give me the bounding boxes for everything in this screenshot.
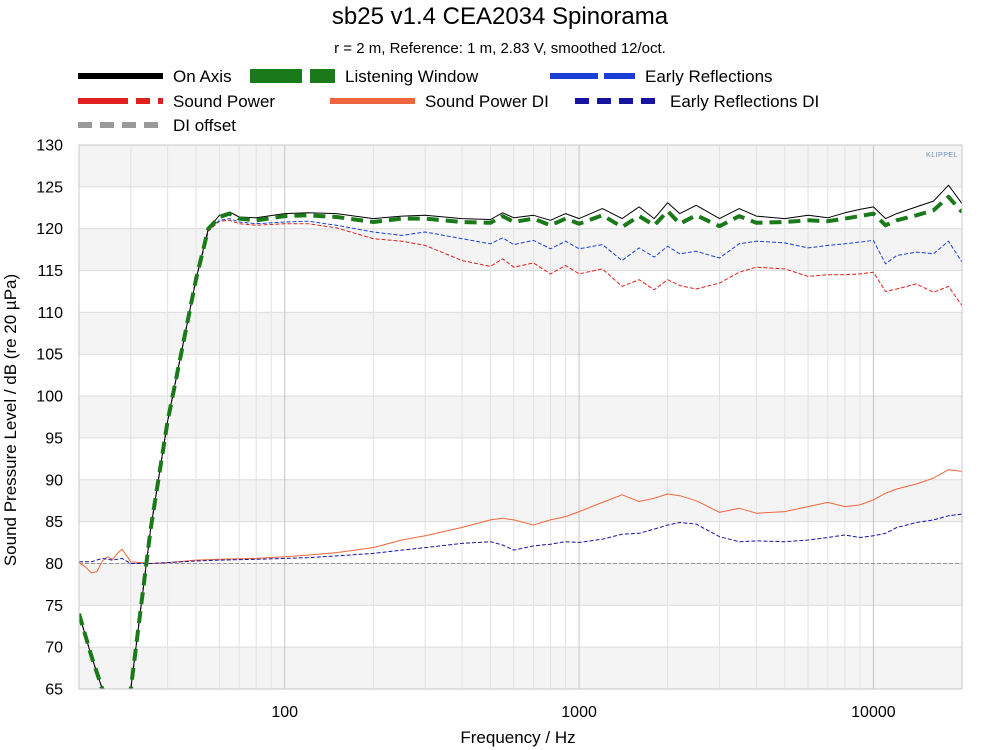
grid-band (79, 563, 962, 606)
y-tick-label: 90 (45, 472, 63, 489)
legend-label: Sound Power (173, 92, 275, 111)
grid-band (79, 312, 962, 355)
grid-band (79, 479, 962, 522)
legend-label: Sound Power DI (425, 92, 549, 111)
chart-subtitle: r = 2 m, Reference: 1 m, 2.83 V, smoothe… (334, 40, 666, 57)
x-tick-label: 1000 (561, 704, 597, 721)
grid-band (79, 647, 962, 689)
y-axis-label: Sound Pressure Level / dB (re 20 µPa) (1, 274, 20, 566)
klippel-logo: KLIPPEL (926, 152, 958, 159)
y-tick-label: 65 (45, 682, 63, 699)
series-layer (79, 184, 962, 689)
y-tick-label: 125 (36, 179, 63, 196)
y-tick-label: 130 (36, 138, 63, 155)
y-tick-label: 95 (45, 430, 63, 447)
series-line-early-reflections-di (79, 513, 962, 564)
legend: On Axis Listening Window Early Reflections… (78, 67, 819, 135)
grid-bands (79, 145, 962, 689)
plot-frame (78, 144, 963, 690)
legend-label: Early Reflections (645, 67, 773, 86)
y-tick-label: 105 (36, 347, 63, 364)
legend-label: Listening Window (345, 67, 479, 86)
x-tick-label: 100 (271, 704, 298, 721)
series-line-on-axis (79, 184, 962, 689)
y-tick-labels: 65 70 75 80 85 90 95 100 105 110 115 120 125 130 (36, 138, 63, 699)
series-line-sound-power-di (79, 469, 962, 574)
grid-band (79, 228, 962, 271)
y-tick-label: 85 (45, 514, 63, 531)
x-tick-labels: 100 1000 10000 (271, 704, 895, 721)
y-tick-label: 75 (45, 598, 63, 615)
y-tick-label: 120 (36, 221, 63, 238)
y-tick-label: 110 (37, 305, 63, 322)
y-tick-label: 80 (45, 556, 63, 573)
x-axis-label: Frequency / Hz (460, 728, 575, 747)
legend-label: On Axis (173, 67, 232, 86)
legend-label: DI offset (173, 116, 236, 135)
grid-band (79, 396, 962, 438)
grid-band (79, 145, 962, 187)
plot-area (78, 144, 963, 690)
y-tick-label: 70 (45, 640, 63, 657)
y-tick-label: 115 (37, 263, 63, 280)
y-tick-label: 100 (36, 389, 63, 406)
chart-title: sb25 v1.4 CEA2034 Spinorama (332, 3, 669, 30)
legend-label: Early Reflections DI (670, 92, 819, 111)
x-tick-label: 10000 (851, 704, 896, 721)
